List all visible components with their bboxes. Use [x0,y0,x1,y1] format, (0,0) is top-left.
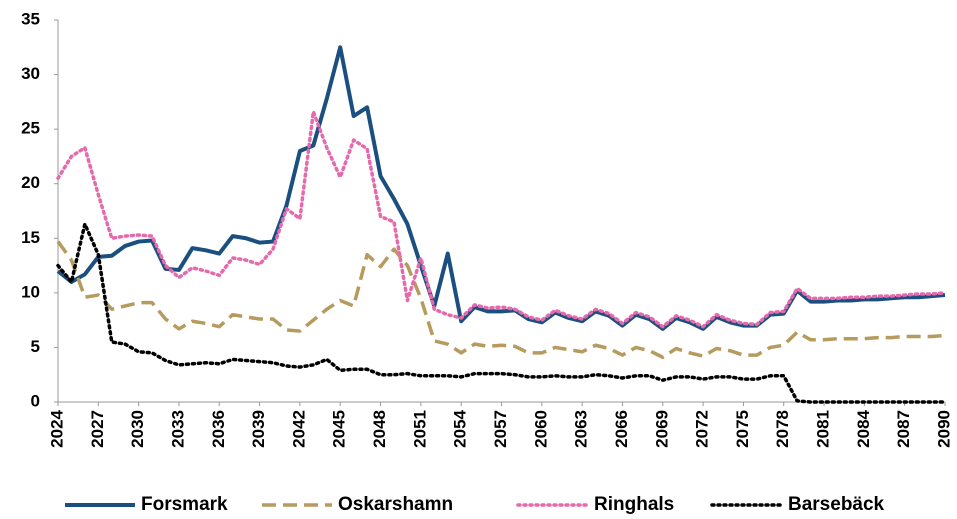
y-tick-label: 35 [21,9,40,28]
y-tick-label: 25 [21,119,40,138]
x-tick-label: 2051 [410,410,429,448]
y-tick-label: 10 [21,282,40,301]
x-tick-label: 2075 [733,410,752,448]
legend-label: Forsmark [141,494,228,515]
y-tick-label: 5 [31,337,40,356]
legend-label: Barsebäck [788,494,885,515]
y-tick-label: 0 [31,391,40,410]
x-tick-label: 2078 [773,410,792,448]
x-tick-label: 2027 [88,410,107,448]
legend-label: Oskarshamn [338,494,453,515]
y-tick-label: 15 [21,228,40,247]
x-tick-label: 2042 [289,410,308,448]
x-tick-label: 2033 [168,410,187,448]
x-tick-label: 2024 [47,409,66,447]
series-line [56,109,947,329]
x-tick-label: 2054 [451,409,470,447]
x-tick-label: 2045 [330,410,349,448]
x-tick-label: 2060 [531,410,550,448]
legend-label: Ringhals [594,494,674,515]
x-tick-label: 2063 [572,410,591,448]
x-tick-label: 2084 [854,409,873,447]
x-tick-label: 2087 [894,410,913,448]
series-line [56,45,946,331]
series-line [56,240,946,360]
y-tick-label: 30 [21,64,40,83]
x-tick-label: 2057 [491,410,510,448]
x-tick-label: 2072 [693,410,712,448]
x-tick-label: 2090 [934,410,953,448]
x-tick-label: 2048 [370,410,389,448]
x-tick-label: 2036 [209,410,228,448]
x-tick-label: 2066 [612,410,631,448]
x-tick-label: 2081 [814,410,833,448]
x-tick-label: 2030 [128,410,147,448]
series-line [56,222,947,404]
y-tick-label: 20 [21,173,40,192]
x-tick-label: 2069 [652,410,671,448]
x-tick-label: 2039 [249,410,268,448]
